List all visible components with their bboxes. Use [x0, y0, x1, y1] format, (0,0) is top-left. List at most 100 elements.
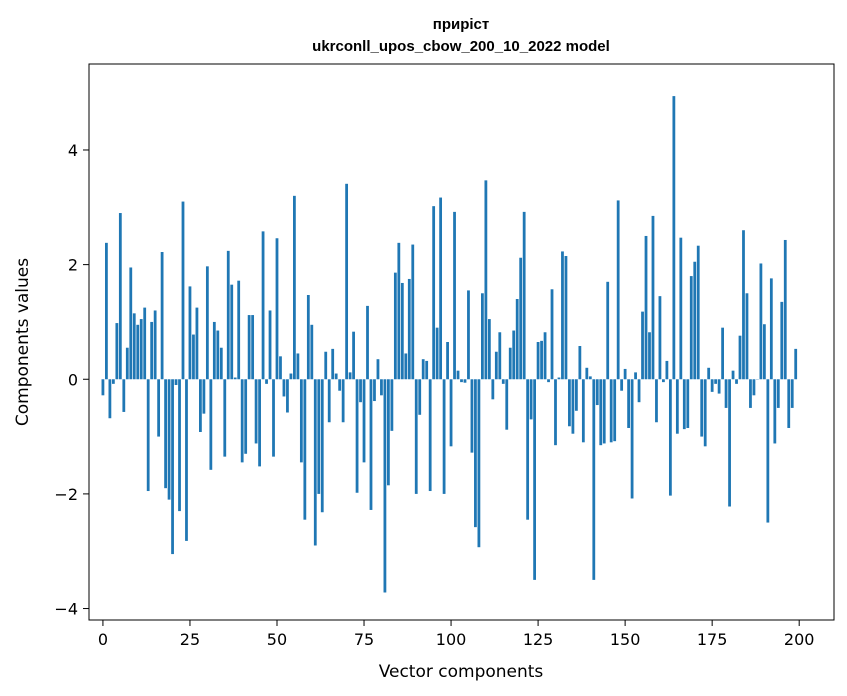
- bar: [157, 379, 161, 437]
- bar: [122, 379, 126, 412]
- x-tick-label: 0: [98, 630, 108, 649]
- bar: [769, 278, 773, 380]
- bar: [132, 313, 136, 380]
- bar: [129, 267, 133, 380]
- bar: [547, 379, 550, 383]
- bar: [637, 379, 641, 403]
- bar: [348, 372, 352, 380]
- y-tick-label: −4: [54, 600, 78, 619]
- bar: [616, 200, 620, 380]
- bar: [118, 213, 122, 380]
- bar: [679, 237, 683, 380]
- x-tick-label: 125: [523, 630, 554, 649]
- bar: [498, 332, 502, 380]
- bar: [181, 201, 185, 380]
- x-axis-ticks: 0 25 50 75 100 125 150 175 200: [98, 620, 814, 649]
- bar: [272, 379, 275, 457]
- bar: [571, 379, 575, 434]
- bar: [174, 379, 178, 385]
- chart-title-line2: ukrconll_upos_cbow_200_10_2022 model: [312, 38, 610, 55]
- bar: [209, 379, 213, 470]
- bar: [164, 379, 167, 489]
- bar: [505, 379, 509, 430]
- bar: [345, 183, 349, 380]
- bar: [425, 360, 429, 380]
- bar: [327, 379, 331, 423]
- bar: [759, 263, 763, 380]
- bar: [710, 379, 714, 392]
- bar: [380, 379, 383, 396]
- bar: [435, 327, 439, 380]
- bar: [268, 310, 272, 380]
- bar: [668, 379, 672, 496]
- bar: [776, 379, 780, 408]
- bar: [421, 359, 425, 380]
- bar: [202, 379, 206, 414]
- bar: [672, 96, 676, 380]
- bar: [216, 330, 220, 380]
- bar: [355, 379, 359, 493]
- bar: [230, 284, 234, 380]
- bar: [773, 379, 777, 444]
- bar: [658, 296, 662, 380]
- bar: [244, 379, 248, 454]
- bar: [373, 379, 376, 402]
- bar: [554, 379, 557, 446]
- bar: [299, 379, 303, 463]
- bar: [320, 379, 324, 513]
- bar: [310, 324, 314, 380]
- x-tick-label: 100: [436, 630, 467, 649]
- chart-title-line1: приріст: [433, 16, 489, 33]
- bar: [578, 346, 582, 380]
- bar: [526, 379, 530, 520]
- bar: [414, 379, 418, 494]
- bar: [783, 239, 787, 380]
- bar: [296, 353, 300, 380]
- bar: [449, 379, 453, 447]
- bar: [599, 379, 603, 446]
- bar: [306, 295, 310, 380]
- bar: [634, 372, 637, 380]
- bar: [557, 377, 561, 380]
- bar: [341, 379, 345, 423]
- bar: [592, 379, 596, 580]
- bar: [453, 211, 456, 380]
- bar: [195, 307, 199, 380]
- bar: [561, 251, 564, 380]
- y-axis-ticks: −4 −2 0 2 4: [54, 141, 89, 619]
- y-axis-label: Components values: [13, 258, 33, 426]
- bar: [630, 379, 634, 499]
- bar: [508, 347, 512, 380]
- bar: [105, 242, 108, 380]
- x-tick-label: 150: [610, 630, 641, 649]
- bar: [331, 348, 335, 380]
- bar: [474, 379, 477, 528]
- bar: [167, 379, 171, 500]
- bar: [689, 276, 693, 380]
- bar: [766, 379, 770, 523]
- bar: [536, 342, 540, 380]
- bar: [703, 379, 707, 447]
- bar: [595, 379, 599, 406]
- bar: [609, 379, 613, 443]
- x-tick-label: 25: [180, 630, 200, 649]
- bar: [693, 261, 697, 380]
- bar: [717, 379, 721, 394]
- bar: [212, 321, 216, 380]
- bar: [731, 370, 735, 380]
- bar: [313, 379, 317, 546]
- bar: [258, 379, 261, 467]
- bar: [282, 379, 286, 397]
- bar: [139, 319, 143, 380]
- bar: [286, 379, 289, 413]
- x-tick-label: 50: [267, 630, 287, 649]
- bar: [491, 379, 495, 400]
- bar: [178, 379, 181, 512]
- bar: [613, 379, 617, 442]
- bar: [338, 379, 342, 391]
- bar: [641, 311, 644, 380]
- bar: [470, 379, 474, 453]
- bar: [735, 379, 738, 384]
- bar: [439, 197, 443, 380]
